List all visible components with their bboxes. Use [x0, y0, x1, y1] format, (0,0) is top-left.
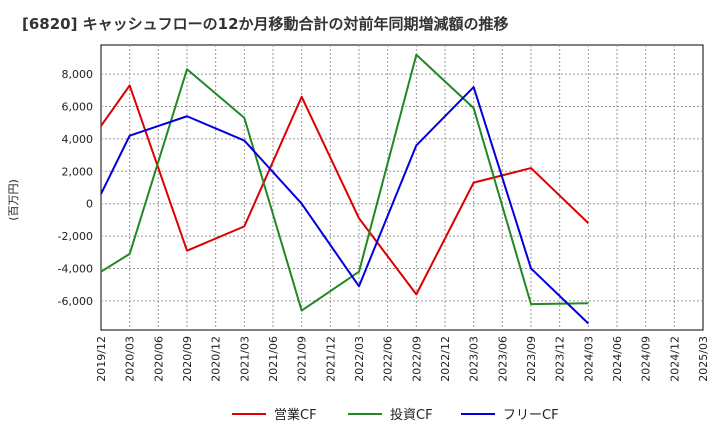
series-line: [100, 86, 590, 325]
x-tick-label: 2020/12: [210, 336, 223, 382]
y-tick-label: -6,000: [58, 295, 93, 308]
y-tick-label: -4,000: [58, 262, 93, 275]
x-tick-label: 2019/12: [95, 336, 108, 382]
x-tick-label: 2020/03: [124, 336, 137, 382]
chart-title: [6820] キャッシュフローの12か月移動合計の対前年同期増減額の推移: [22, 15, 509, 33]
x-tick-label: 2023/03: [468, 336, 481, 382]
y-tick-label: -2,000: [58, 230, 93, 243]
x-tick-label: 2024/06: [611, 336, 624, 382]
x-tick-label: 2022/03: [353, 336, 366, 382]
x-tick-label: 2024/12: [668, 336, 681, 382]
x-tick-label: 2022/09: [410, 336, 423, 382]
legend: 営業CF 投資CF フリーCF: [232, 407, 559, 423]
series-lines: [100, 53, 590, 325]
y-tick-label: 8,000: [62, 68, 94, 81]
x-tick-label: 2025/03: [697, 336, 710, 382]
legend-label: 投資CF: [390, 407, 433, 423]
x-tick-label: 2023/09: [525, 336, 538, 382]
x-tick-label: 2024/09: [640, 336, 653, 382]
y-axis: -6,000 -4,000 -2,000 0 2,000 4,000 6,000 8,000: [58, 68, 93, 308]
x-tick-label: 2021/09: [296, 336, 309, 382]
x-tick-label: 2021/03: [238, 336, 251, 382]
plot-area: [100, 44, 704, 331]
legend-label: 営業CF: [274, 407, 317, 423]
x-tick-label: 2023/06: [496, 336, 509, 382]
x-tick-label: 2023/12: [554, 336, 567, 382]
y-tick-label: 0: [86, 198, 93, 211]
x-tick-label: 2021/06: [267, 336, 280, 382]
y-axis-label: (百万円): [7, 179, 20, 221]
x-tick-label: 2021/12: [324, 336, 337, 382]
x-tick-label: 2024/03: [582, 336, 595, 382]
x-tick-label: 2020/09: [181, 336, 194, 382]
y-tick-label: 6,000: [62, 101, 94, 114]
series-line: [100, 53, 589, 312]
y-tick-label: 4,000: [62, 133, 94, 146]
x-tick-label: 2022/12: [439, 336, 452, 382]
grid: [101, 45, 703, 330]
x-tick-label: 2020/06: [152, 336, 165, 382]
x-tick-label: 2022/06: [382, 336, 395, 382]
x-axis: 2019/12 2020/03 2020/06 2020/09 2020/12 2021/…: [95, 336, 710, 382]
y-tick-label: 2,000: [62, 165, 94, 178]
legend-label: フリーCF: [503, 408, 559, 423]
